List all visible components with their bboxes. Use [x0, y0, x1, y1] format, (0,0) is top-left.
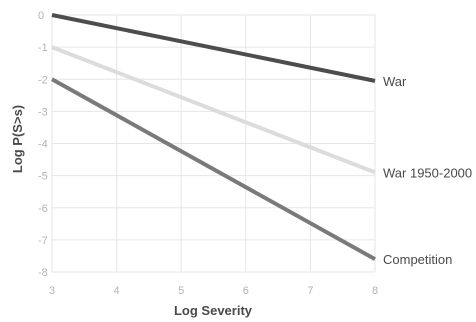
series-line-competition	[51, 77, 376, 261]
x-tick-label: 5	[178, 285, 184, 297]
x-tick-label: 8	[372, 285, 378, 297]
y-tick-label: -8	[38, 267, 48, 279]
series-label: War 1950-2000	[383, 165, 472, 180]
grid	[51, 14, 376, 273]
y-axis-title: Log P(S>s)	[10, 105, 25, 173]
series-line-war-1950-2000	[51, 45, 376, 175]
y-tick-labels: 0 -1 -2 -3 -4 -5 -6 -7 -8	[38, 10, 48, 279]
x-tick-label: 6	[243, 285, 249, 297]
x-axis-title: Log Severity	[174, 303, 253, 318]
y-tick-label: -3	[38, 106, 48, 118]
y-tick-label: -1	[38, 42, 48, 54]
y-tick-label: 0	[38, 10, 44, 22]
series-lines	[51, 13, 376, 261]
series-line-war	[51, 13, 376, 83]
series-labels: War War 1950-2000 Competition	[383, 74, 472, 267]
x-tick-labels: 3 4 5 6 7 8	[49, 285, 378, 297]
y-tick-label: -7	[38, 235, 48, 247]
x-tick-label: 7	[307, 285, 313, 297]
x-tick-label: 4	[114, 285, 120, 297]
series-label: War	[383, 74, 407, 89]
y-tick-label: -6	[38, 203, 48, 215]
x-tick-label: 3	[49, 285, 55, 297]
y-tick-label: -2	[38, 74, 48, 86]
series-label: Competition	[383, 252, 452, 267]
y-tick-label: -4	[38, 139, 48, 151]
y-tick-label: -5	[38, 171, 48, 183]
